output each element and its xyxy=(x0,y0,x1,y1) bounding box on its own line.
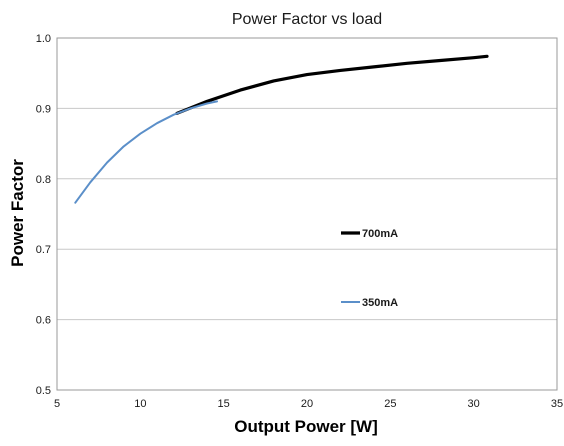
y-tick-label: 0.5 xyxy=(36,385,51,397)
tick-labels: 0.5 0.6 0.7 0.8 0.9 1.0 5 10 15 20 25 30 35 xyxy=(36,33,563,410)
x-tick-label: 25 xyxy=(384,398,396,410)
series-line-700mA xyxy=(175,54,489,115)
legend-label-350mA: 350mA xyxy=(362,297,398,309)
x-axis-title: Output Power [W] xyxy=(234,417,378,436)
series-line-350mA xyxy=(74,100,218,204)
series-layer xyxy=(74,54,489,204)
chart-title: Power Factor vs load xyxy=(232,11,382,28)
x-tick-label: 30 xyxy=(468,398,480,410)
legend-label-700mA: 700mA xyxy=(362,228,398,240)
grid-layer xyxy=(57,107,557,321)
x-tick-label: 20 xyxy=(301,398,313,410)
legend: 700mA 350mA xyxy=(341,228,398,309)
y-tick-label: 0.8 xyxy=(36,174,51,186)
x-tick-label: 35 xyxy=(551,398,563,410)
y-tick-label: 0.7 xyxy=(36,244,51,256)
y-tick-label: 0.6 xyxy=(36,315,51,327)
plot-area xyxy=(56,37,558,391)
x-tick-label: 15 xyxy=(218,398,230,410)
x-tick-label: 10 xyxy=(134,398,146,410)
y-tick-label: 1.0 xyxy=(36,33,51,45)
y-axis-title: Power Factor xyxy=(8,159,27,267)
y-tick-label: 0.9 xyxy=(36,103,51,115)
x-tick-label: 5 xyxy=(54,398,60,410)
